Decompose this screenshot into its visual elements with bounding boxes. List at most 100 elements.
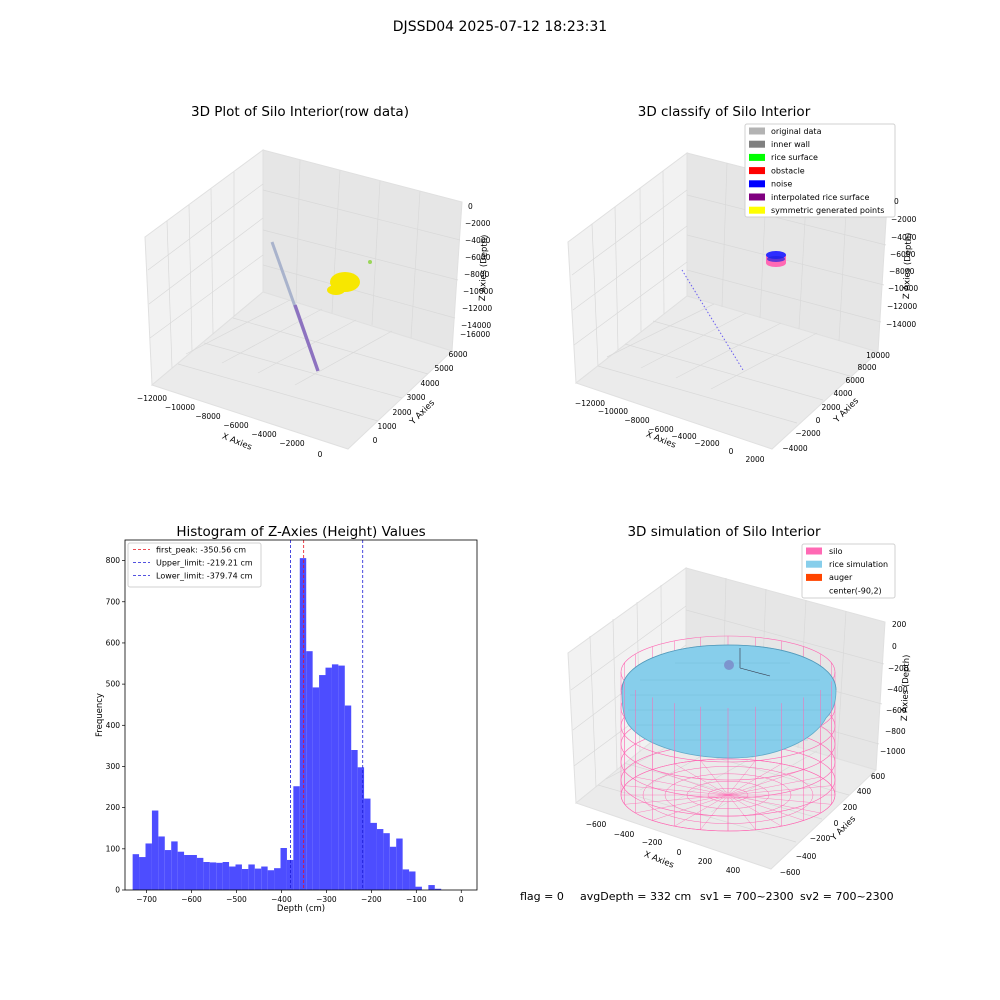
br-z-tick: −400 bbox=[887, 685, 908, 694]
histogram-y-tick-label: 200 bbox=[106, 803, 121, 812]
histogram-x-tick-label: 0 bbox=[459, 895, 464, 904]
panel-simulation-3d[interactable]: 3D simulation of Silo Interior bbox=[567, 524, 912, 877]
histogram-bar bbox=[415, 886, 422, 890]
classify-legend-label: obstacle bbox=[771, 166, 805, 175]
silo-floor-spoke bbox=[727, 769, 804, 796]
histogram-x-tick-label: −600 bbox=[181, 895, 202, 904]
panel-raw-panes bbox=[144, 149, 463, 450]
histogram-bar bbox=[151, 810, 159, 890]
histogram-x-tick-label: −300 bbox=[316, 895, 337, 904]
simulation-legend-swatch bbox=[806, 547, 822, 555]
tr-y-tick: 0 bbox=[816, 416, 821, 425]
status-avg-depth: avgDepth = 332 cm bbox=[580, 890, 691, 903]
histogram-bar bbox=[203, 862, 210, 890]
histogram-bar bbox=[132, 854, 140, 890]
br-y-tick: −600 bbox=[780, 868, 801, 877]
histogram-bar bbox=[428, 885, 435, 890]
histogram-bar bbox=[280, 848, 287, 890]
histogram-bar bbox=[286, 859, 294, 890]
tr-z-tick: 0 bbox=[894, 197, 899, 206]
histogram-bar bbox=[190, 855, 197, 890]
tl-x-tick: −10000 bbox=[165, 403, 195, 412]
histogram-bar bbox=[164, 850, 172, 890]
classify-legend-label: inner wall bbox=[771, 140, 810, 149]
tr-y-tick: 10000 bbox=[866, 351, 890, 360]
silo-floor-spoke bbox=[700, 760, 729, 796]
silo-floor-spoke bbox=[652, 769, 729, 796]
histogram-x-tick-label: −500 bbox=[226, 895, 247, 904]
silo-wireframe-front bbox=[620, 672, 836, 832]
histogram-y-tick-label: 800 bbox=[106, 556, 121, 565]
histogram-bar bbox=[261, 866, 268, 890]
histogram-reference-lines bbox=[290, 540, 364, 890]
histogram-bar bbox=[196, 857, 204, 890]
panel-simulation-legend: silo rice simulation auger center(-90,2) bbox=[801, 543, 896, 599]
silo-floor-spoke bbox=[727, 794, 832, 805]
tr-x-tick: −12000 bbox=[575, 399, 605, 408]
tr-x-tick: −10000 bbox=[598, 407, 628, 416]
br-x-tick: −200 bbox=[642, 838, 663, 847]
tl-x-tick: −6000 bbox=[223, 421, 249, 430]
tl-x-label: X Axies bbox=[220, 432, 253, 453]
tl-z-tick: −14000 bbox=[461, 321, 491, 330]
tr-z-tick: −12000 bbox=[887, 302, 917, 311]
panel-classify-axis-ticks: −12000 −10000 −8000 −6000 −4000 −2000 0 … bbox=[575, 197, 918, 464]
histogram-y-tick-label: 600 bbox=[106, 638, 121, 647]
silo-floor-spoke bbox=[727, 794, 821, 814]
classify-legend-swatch bbox=[749, 193, 765, 201]
br-y-tick: 0 bbox=[834, 819, 839, 828]
tr-x-tick: −8000 bbox=[624, 416, 650, 425]
tl-z-tick: −8000 bbox=[464, 270, 490, 279]
histogram-x-tick-label: −700 bbox=[136, 895, 157, 904]
histogram-bar bbox=[274, 868, 281, 890]
histogram-bar bbox=[331, 664, 339, 890]
histogram-legend: first_peak: -350.56 cm Upper_limit: -219.… bbox=[127, 542, 262, 588]
tr-z-tick: −10000 bbox=[888, 284, 918, 293]
simulation-legend-label: silo bbox=[829, 547, 843, 556]
tl-z-tick: 0 bbox=[468, 202, 473, 211]
silo-floor-spoke bbox=[674, 794, 729, 827]
panel-raw-data-3d[interactable]: 3D Plot of Silo Interior(row data) bbox=[137, 104, 493, 459]
histogram-bar bbox=[267, 870, 275, 890]
br-x-tick: −600 bbox=[586, 820, 607, 829]
classify-legend-label: noise bbox=[771, 180, 792, 189]
histogram-frame bbox=[124, 539, 478, 891]
classify-legend-label: rice surface bbox=[771, 153, 818, 162]
silo-floor-spoke bbox=[635, 794, 729, 814]
tr-x-tick: −4000 bbox=[671, 432, 697, 441]
br-z-tick: −800 bbox=[885, 727, 906, 736]
status-flag: flag = 0 bbox=[520, 890, 564, 903]
histogram-bar bbox=[312, 687, 320, 890]
tl-z-tick: −12000 bbox=[462, 304, 492, 313]
histogram-bar bbox=[344, 705, 352, 890]
classify-legend-label: symmetric generated points bbox=[771, 206, 884, 215]
br-y-tick: 600 bbox=[871, 772, 886, 781]
histogram-bar bbox=[209, 862, 217, 890]
tr-x-tick: 0 bbox=[729, 447, 734, 456]
histogram-bar bbox=[396, 838, 403, 890]
histogram-bar bbox=[222, 862, 230, 890]
histogram-bar bbox=[357, 767, 365, 890]
classify-legend-swatch bbox=[749, 206, 765, 214]
panel-classify-points bbox=[681, 251, 786, 371]
panel-classify-panes bbox=[567, 152, 888, 450]
tr-x-tick: −6000 bbox=[648, 425, 674, 434]
histogram-bar bbox=[364, 798, 371, 890]
classify-legend-swatch bbox=[749, 140, 765, 148]
histogram-panel[interactable]: Histogram of Z-Axies (Height) Values −70… bbox=[95, 524, 478, 914]
tr-z-tick: −14000 bbox=[886, 320, 916, 329]
histogram-y-tick-label: 0 bbox=[115, 886, 120, 895]
histogram-bar bbox=[338, 665, 345, 890]
histogram-bar bbox=[139, 857, 146, 890]
tl-y-label: Y Axies bbox=[407, 398, 437, 428]
histogram-bar bbox=[241, 869, 249, 890]
classify-legend-swatch bbox=[749, 167, 765, 175]
panel-raw-title: 3D Plot of Silo Interior(row data) bbox=[191, 104, 409, 120]
tr-z-tick: −2000 bbox=[891, 215, 917, 224]
tl-z-tick: −10000 bbox=[463, 287, 493, 296]
histogram-x-tick-label: −200 bbox=[361, 895, 382, 904]
panel-classify-title: 3D classify of Silo Interior bbox=[638, 104, 811, 120]
panel-classify-3d[interactable]: 3D classify of Silo Interior bbox=[567, 104, 918, 464]
tl-z-tick: −2000 bbox=[465, 219, 491, 228]
tr-y-tick: 4000 bbox=[833, 389, 852, 398]
